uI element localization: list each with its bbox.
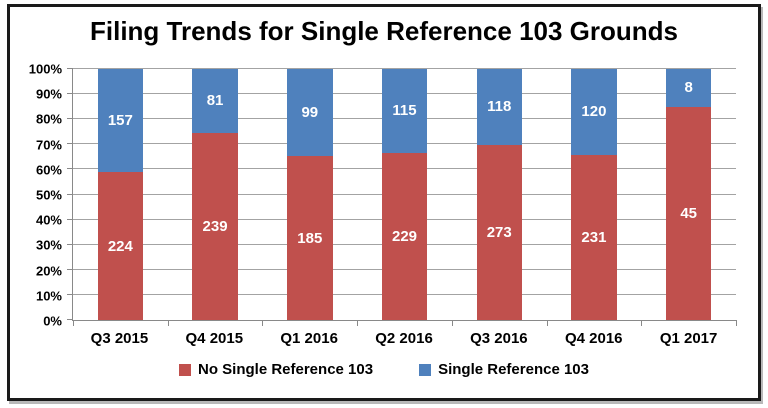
y-axis-tick-mark <box>67 268 73 270</box>
bar-slot: 120 231 <box>547 69 642 320</box>
x-axis-tick-mark <box>546 320 548 326</box>
x-axis-labels: Q3 2015 Q4 2015 Q1 2016 Q2 2016 Q3 2016 Q4 20… <box>72 321 736 347</box>
x-axis-tick-mark <box>357 320 359 326</box>
value-label: 185 <box>297 229 323 247</box>
x-axis-label: Q3 2016 <box>470 330 528 347</box>
y-axis-tick-mark <box>67 243 73 245</box>
bar-q4-2016: 120 231 <box>571 69 617 320</box>
x-axis-label: Q4 2015 <box>185 330 244 347</box>
value-label: 120 <box>581 103 607 121</box>
legend-item: No Single Reference 103 <box>179 361 373 378</box>
bar-segment: 239 <box>192 132 238 320</box>
value-label: 239 <box>202 217 228 235</box>
value-label: 118 <box>487 98 512 116</box>
y-tick-label: 30% <box>35 237 62 253</box>
y-tick-label: 70% <box>35 137 62 153</box>
plot-area: 157 224 81 239 99 185 115 229 118 273 120 231 8 45 <box>67 68 737 326</box>
chart-area: 0% 10% 20% 30% 40% 50% 60% 70% 80% 90% 100% 157 224… <box>10 62 758 347</box>
legend-label: Single Reference 103 <box>438 361 589 378</box>
x-axis-label: Q3 2015 <box>90 330 149 347</box>
y-axis-tick-mark <box>67 168 73 170</box>
y-tick-label: 0% <box>43 313 62 329</box>
legend-swatch <box>419 363 432 376</box>
bar-slot: 8 45 <box>641 69 736 320</box>
bar-segment: 185 <box>287 156 333 320</box>
x-axis-tick-mark <box>451 320 453 326</box>
y-axis-tick-mark <box>67 193 73 195</box>
bar-slot: 81 239 <box>168 69 263 320</box>
bar-slot: 118 273 <box>452 69 547 320</box>
bar-segment: 45 <box>665 106 712 320</box>
legend-item: Single Reference 103 <box>419 361 589 378</box>
bar-segment: 99 <box>287 69 333 157</box>
y-axis-tick-mark <box>67 93 73 95</box>
chart-frame: Filing Trends for Single Reference 103 G… <box>7 4 761 401</box>
y-axis-tick-mark <box>67 293 73 295</box>
y-axis-tick-mark <box>67 68 73 69</box>
x-axis-tick-mark <box>167 320 169 326</box>
y-tick-label: 80% <box>35 111 62 127</box>
x-axis-label: Q1 2017 <box>659 330 718 347</box>
x-axis-ticks <box>73 320 737 326</box>
x-axis-tick-mark <box>736 320 737 326</box>
y-axis-tick-mark <box>67 218 73 220</box>
bar-segment: 224 <box>97 172 144 320</box>
bar-segment: 81 <box>192 69 238 133</box>
y-tick-label: 50% <box>35 187 62 203</box>
bar-segment: 8 <box>665 69 712 107</box>
value-label: 231 <box>581 228 607 246</box>
bar-segment: 118 <box>476 69 522 145</box>
bars-container: 157 224 81 239 99 185 115 229 118 273 120 231 8 45 <box>73 69 736 320</box>
value-label: 229 <box>391 227 418 245</box>
value-label: 224 <box>107 237 133 255</box>
chart-title: Filing Trends for Single Reference 103 G… <box>89 16 679 46</box>
value-label: 157 <box>107 112 133 130</box>
y-tick-label: 10% <box>35 288 62 304</box>
gridline <box>73 68 736 69</box>
x-axis-tick-mark <box>262 320 264 326</box>
bar-q2-2016: 115 229 <box>381 69 428 320</box>
y-tick-label: 100% <box>28 61 62 77</box>
value-label: 45 <box>680 204 697 222</box>
value-label: 115 <box>392 102 417 120</box>
value-label: 273 <box>486 223 512 241</box>
value-label: 99 <box>301 104 319 122</box>
bar-segment: 231 <box>571 154 617 320</box>
y-axis: 0% 10% 20% 30% 40% 50% 60% 70% 80% 90% 100% <box>10 62 72 329</box>
legend: No Single Reference 103 Single Reference … <box>10 361 758 378</box>
x-axis-label: Q1 2016 <box>280 330 338 347</box>
y-axis-tick-mark <box>67 319 73 320</box>
bar-segment: 157 <box>97 69 144 173</box>
y-tick-label: 40% <box>35 212 62 228</box>
y-tick-label: 60% <box>35 162 62 178</box>
bar-q3-2016: 118 273 <box>476 69 522 320</box>
bar-q3-2015: 157 224 <box>97 69 144 320</box>
bar-segment: 273 <box>476 144 522 320</box>
bar-q4-2015: 81 239 <box>192 69 238 320</box>
x-axis-label: Q4 2016 <box>564 330 623 347</box>
bar-segment: 120 <box>571 69 617 155</box>
bar-slot: 115 229 <box>357 69 452 320</box>
x-axis-tick-mark <box>641 320 643 326</box>
legend-label: No Single Reference 103 <box>198 361 374 378</box>
bar-slot: 157 224 <box>73 69 168 320</box>
y-tick-label: 20% <box>35 263 62 279</box>
bar-slot: 99 185 <box>262 69 357 320</box>
y-tick-label: 90% <box>35 86 62 102</box>
value-label: 8 <box>684 79 693 97</box>
bar-segment: 115 <box>381 69 428 153</box>
bar-q1-2017: 8 45 <box>665 69 712 320</box>
bar-segment: 229 <box>381 152 428 320</box>
x-axis-tick-mark <box>73 320 74 326</box>
legend-swatch <box>179 363 191 376</box>
y-axis-tick-mark <box>67 143 73 145</box>
x-axis-label: Q2 2016 <box>375 330 433 347</box>
bar-q1-2016: 99 185 <box>287 69 333 320</box>
value-label: 81 <box>206 92 224 110</box>
y-axis-tick-mark <box>67 118 73 120</box>
